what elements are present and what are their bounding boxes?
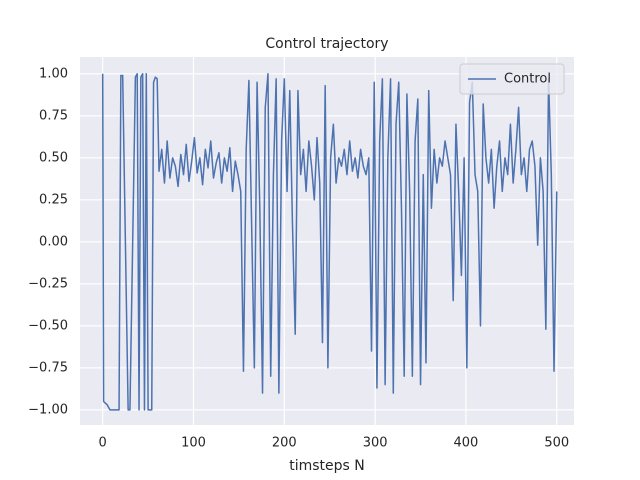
x-tick-label: 0 [99,436,107,451]
data-line [101,73,558,411]
y-tick-label: 0.75 [39,108,68,123]
y-tick-label: 1.00 [39,66,68,81]
x-axis-label: timsteps N [289,458,365,474]
x-tick-label: 300 [363,436,388,451]
x-tick-label: 500 [544,436,569,451]
legend-box [459,63,565,95]
y-tick-label: 0.00 [39,234,68,249]
y-tick-label: −0.25 [28,276,68,291]
x-tick-label: 400 [454,436,479,451]
x-tick-label: 100 [181,436,206,451]
y-tick-label: −0.50 [28,318,68,333]
legend-label: Control [504,72,551,87]
y-tick-label: 0.25 [39,192,68,207]
y-tick-label: 0.50 [39,150,68,165]
y-tick-label: −1.00 [28,402,68,417]
chart-title: Control trajectory [265,36,388,52]
y-tick-label: −0.75 [28,360,68,375]
x-tick-label: 200 [272,436,297,451]
